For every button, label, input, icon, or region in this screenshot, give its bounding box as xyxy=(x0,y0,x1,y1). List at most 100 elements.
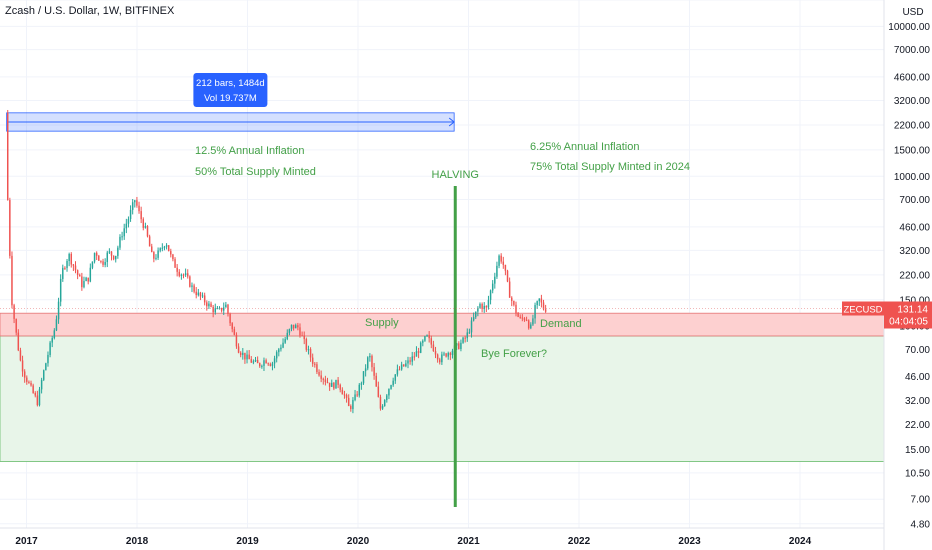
candle-body xyxy=(134,200,136,203)
x-tick-label: 2018 xyxy=(126,536,149,547)
candle-body xyxy=(358,384,361,396)
candle-body xyxy=(53,330,56,339)
candle-body xyxy=(428,335,430,339)
candle-body xyxy=(527,320,530,329)
candle-body xyxy=(511,297,513,302)
candle-body xyxy=(347,397,350,407)
candle-body xyxy=(208,303,210,307)
candle-body xyxy=(341,389,344,395)
price-axis-bg xyxy=(884,0,932,550)
candle-body xyxy=(157,250,159,258)
candle-body xyxy=(458,343,460,349)
candle-body xyxy=(227,304,229,314)
candle-body xyxy=(373,367,375,376)
candle-body xyxy=(534,305,536,319)
candle-body xyxy=(434,351,437,355)
candle-body xyxy=(59,278,62,302)
candle-body xyxy=(203,295,206,303)
candle-body xyxy=(409,360,411,362)
candle-body xyxy=(297,325,299,328)
candle-body xyxy=(85,277,87,282)
candle-body xyxy=(214,308,217,313)
candle-body xyxy=(121,236,123,238)
candle-body xyxy=(104,262,106,265)
candle-body xyxy=(331,382,333,387)
candle-body xyxy=(307,349,310,351)
annotations: 12.5% Annual Inflation 50% Total Supply M… xyxy=(195,141,690,360)
candle-body xyxy=(407,360,409,364)
candle-body xyxy=(468,332,471,334)
candle-body xyxy=(254,360,257,362)
candle-body xyxy=(265,360,267,364)
candle-body xyxy=(472,317,475,321)
y-tick-label: 4600.00 xyxy=(894,72,931,83)
candle-body xyxy=(201,295,204,297)
annotation-demand: Demand xyxy=(540,318,582,330)
candle-body xyxy=(223,307,225,311)
candle-body xyxy=(42,370,45,380)
candle-body xyxy=(392,380,394,386)
candle-body xyxy=(256,360,259,364)
candle-body xyxy=(398,369,401,371)
candle-body xyxy=(45,363,47,371)
candle-body xyxy=(464,337,466,339)
y-tick-label: 10.50 xyxy=(905,468,930,479)
candle-body xyxy=(269,364,272,366)
candle-body xyxy=(475,311,477,318)
measure-tool[interactable]: 212 bars, 1484d Vol 19.737M xyxy=(6,73,455,132)
y-tick-label: 3200.00 xyxy=(894,96,931,107)
candle-body xyxy=(250,359,253,363)
candle-body xyxy=(318,372,320,376)
y-tick-label: 1000.00 xyxy=(894,172,931,183)
y-tick-label: 1500.00 xyxy=(894,145,931,156)
candle-body xyxy=(519,316,521,318)
candle-body xyxy=(356,394,358,396)
time-axis[interactable]: 2017 2018 2019 2020 2021 2022 2023 2024 xyxy=(0,527,884,547)
candle-body xyxy=(411,356,413,362)
candle-body xyxy=(460,342,462,349)
candle-body xyxy=(350,406,352,410)
candle-body xyxy=(98,255,100,261)
candle-body xyxy=(280,347,282,350)
candle-body xyxy=(278,349,280,353)
axis-currency: USD xyxy=(902,7,923,18)
candle-body xyxy=(360,383,363,385)
candle-body xyxy=(259,363,261,367)
candle-body xyxy=(231,323,233,330)
annotation-inflation-before: 12.5% Annual Inflation xyxy=(195,145,304,157)
candle-body xyxy=(479,303,481,308)
candle-body xyxy=(320,375,322,379)
measure-arrowhead xyxy=(448,117,455,127)
candle-body xyxy=(388,388,390,396)
candle-body xyxy=(182,274,185,276)
candle-body xyxy=(47,354,49,364)
candle-body xyxy=(64,267,66,269)
candle-body xyxy=(415,351,418,357)
candle-body xyxy=(496,265,498,277)
annotation-bye-forever: Bye Forever? xyxy=(481,348,547,360)
candle-body xyxy=(13,305,15,319)
candle-body xyxy=(288,329,291,333)
candle-body xyxy=(144,226,147,228)
candle-body xyxy=(343,394,346,396)
candle-body xyxy=(38,389,41,406)
candle-body xyxy=(295,325,297,329)
candle-body xyxy=(252,361,255,363)
candle-body xyxy=(513,301,515,305)
candle-body xyxy=(11,255,13,306)
x-tick-label: 2020 xyxy=(347,536,370,547)
y-tick-label: 32.00 xyxy=(905,396,930,407)
price-tag-value: 131.14 xyxy=(897,305,928,316)
candle-body xyxy=(494,276,496,284)
candle-body xyxy=(66,260,68,269)
candle-body xyxy=(23,371,26,378)
candle-body xyxy=(170,251,172,255)
candle-body xyxy=(515,304,517,314)
y-tick-label: 22.00 xyxy=(905,420,930,431)
y-tick-label: 700.00 xyxy=(899,195,930,206)
candle-body xyxy=(93,252,96,262)
candle-body xyxy=(305,339,308,350)
annotation-halving: HALVING xyxy=(432,169,479,181)
